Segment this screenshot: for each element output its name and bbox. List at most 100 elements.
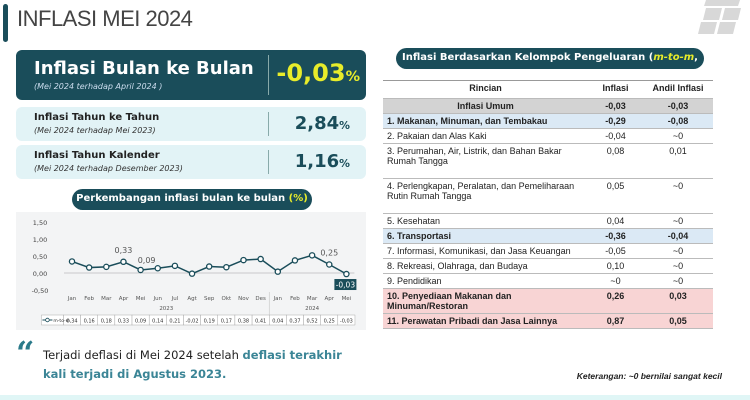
header-rincian: Rincian [383, 80, 588, 99]
data-point [257, 255, 264, 263]
quote-icon: “ [16, 334, 35, 372]
bottom-band [0, 395, 750, 400]
divider [268, 55, 269, 95]
row-name: 8. Rekreasi, Olahraga, dan Budaya [383, 258, 588, 274]
row-andil: -0,04 [643, 228, 713, 244]
row-name: 3. Perumahan, Air, Listrik, dan Bahan Ba… [383, 143, 588, 179]
data-point [325, 261, 333, 268]
row-inflasi: -0,05 [588, 243, 643, 259]
year-label: 2023 [159, 306, 173, 312]
row-inflasi: -0,29 [588, 113, 643, 129]
table-value: 0,09 [135, 319, 146, 325]
x-tick-label: Jan [273, 296, 283, 302]
data-point [188, 270, 196, 277]
table-row: 10. Penyediaan Makanan dan Minuman/Resto… [383, 288, 713, 314]
card-sub: (Mei 2024 terhadap April 2024 ) [34, 82, 163, 91]
y-tick-label: 1,00 [33, 236, 47, 244]
row-andil: ~0 [643, 243, 713, 259]
x-tick-label: Mei [136, 296, 146, 302]
data-point [85, 264, 93, 271]
row-andil: 0,05 [643, 313, 713, 329]
table-value: 0,17 [221, 319, 232, 325]
x-tick-label: Mar [101, 296, 112, 302]
table-row: 2. Pakaian dan Alas Kaki -0,04 ~0 [383, 128, 713, 144]
data-point [137, 266, 144, 274]
data-point [68, 258, 76, 265]
data-point [120, 258, 127, 266]
table-value: 0,25 [324, 319, 335, 325]
data-point [223, 263, 230, 271]
x-tick-label: Jan [67, 296, 77, 302]
table-row: Inflasi Umum -0,03 -0,03 [383, 98, 713, 114]
card-sub: (Mei 2024 terhadap Desember 2023) [34, 164, 183, 173]
data-point [274, 268, 282, 275]
table-value: 0,37 [289, 319, 300, 325]
x-tick-label: Nov [238, 296, 249, 302]
row-inflasi: 0,10 [588, 258, 643, 274]
table-row: 7. Informasi, Komunikasi, dan Jasa Keuan… [383, 243, 713, 259]
row-andil: -0,08 [643, 113, 713, 129]
data-point [240, 256, 247, 264]
card-mtm: Inflasi Bulan ke Bulan (Mei 2024 terhada… [16, 50, 366, 100]
annotation-label: 0,33 [115, 246, 133, 255]
row-andil: 0,03 [643, 288, 713, 314]
header-inflasi: Inflasi [588, 80, 643, 99]
data-point [291, 257, 299, 264]
annotation-label: 0,25 [320, 249, 338, 258]
x-tick-label: Apr [324, 296, 334, 302]
row-inflasi: -0,03 [588, 98, 643, 114]
table-title: Inflasi Berdasarkan Kelompok Pengeluaran… [396, 48, 704, 83]
x-tick-label: Okt [222, 296, 233, 302]
table-value: 0,16 [84, 319, 95, 325]
row-name: Inflasi Umum [383, 98, 588, 114]
x-tick-label: Feb [84, 296, 94, 302]
card-yoy: Inflasi Tahun ke Tahun (Mei 2024 terhada… [16, 107, 366, 141]
chart-title: Perkembangan inflasi bulan ke bulan (%) [72, 189, 312, 210]
row-andil: ~0 [643, 273, 713, 289]
x-tick-label: Mei [342, 296, 352, 302]
data-point [103, 263, 110, 271]
divider [268, 112, 269, 136]
x-tick-label: Agt [187, 296, 197, 302]
row-name: 7. Informasi, Komunikasi, dan Jasa Keuan… [383, 243, 588, 259]
table-value: 0,38 [238, 319, 249, 325]
y-tick-label: 0,00 [33, 270, 47, 278]
legend-marker [45, 317, 50, 323]
row-inflasi: 0,26 [588, 288, 643, 314]
row-andil: 0,01 [643, 143, 713, 179]
annotation-label: 0,09 [138, 256, 156, 265]
table-row: 1. Makanan, Minuman, dan Tembakau -0,29 -0… [383, 113, 713, 129]
table-value: 0,33 [118, 319, 129, 325]
header-andil: Andil Inflasi [643, 80, 713, 99]
table-value: 0,19 [204, 319, 215, 325]
divider [268, 150, 269, 174]
table-value: 0,21 [169, 319, 180, 325]
annotation-label: -0,03 [336, 281, 356, 290]
card-ytd: Inflasi Tahun Kalender (Mei 2024 terhada… [16, 145, 366, 179]
data-point [343, 270, 350, 278]
y-tick-label: 0,50 [33, 253, 47, 261]
x-tick-label: Apr [119, 296, 129, 302]
y-tick-label: 1,50 [33, 219, 47, 227]
table-row: 11. Perawatan Pribadi dan Jasa Lainnya 0,… [383, 313, 713, 329]
x-tick-label: Jul [171, 296, 179, 302]
row-name: 6. Transportasi [383, 228, 588, 244]
table-value: 0,18 [101, 319, 112, 325]
annotation-box [334, 279, 357, 291]
row-name: 4. Perlengkapan, Peralatan, dan Pemeliha… [383, 178, 588, 214]
row-name: 11. Perawatan Pribadi dan Jasa Lainnya [383, 313, 588, 329]
row-inflasi: -0,36 [588, 228, 643, 244]
row-inflasi: -0,04 [588, 128, 643, 144]
table-row: 3. Perumahan, Air, Listrik, dan Bahan Ba… [383, 143, 713, 179]
x-tick-label: Jun [152, 296, 162, 302]
card-label: Inflasi Bulan ke Bulan [34, 58, 254, 79]
year-label: 2024 [305, 306, 319, 312]
legend-label: m-to-m [53, 318, 70, 324]
x-tick-label: Sep [204, 296, 215, 302]
row-andil: ~0 [643, 258, 713, 274]
row-inflasi: ~0 [588, 273, 643, 289]
logo-icon [698, 0, 741, 34]
title-accent-bar [3, 4, 8, 42]
row-inflasi: 0,04 [588, 213, 643, 229]
card-value: -0,03% [276, 59, 360, 87]
